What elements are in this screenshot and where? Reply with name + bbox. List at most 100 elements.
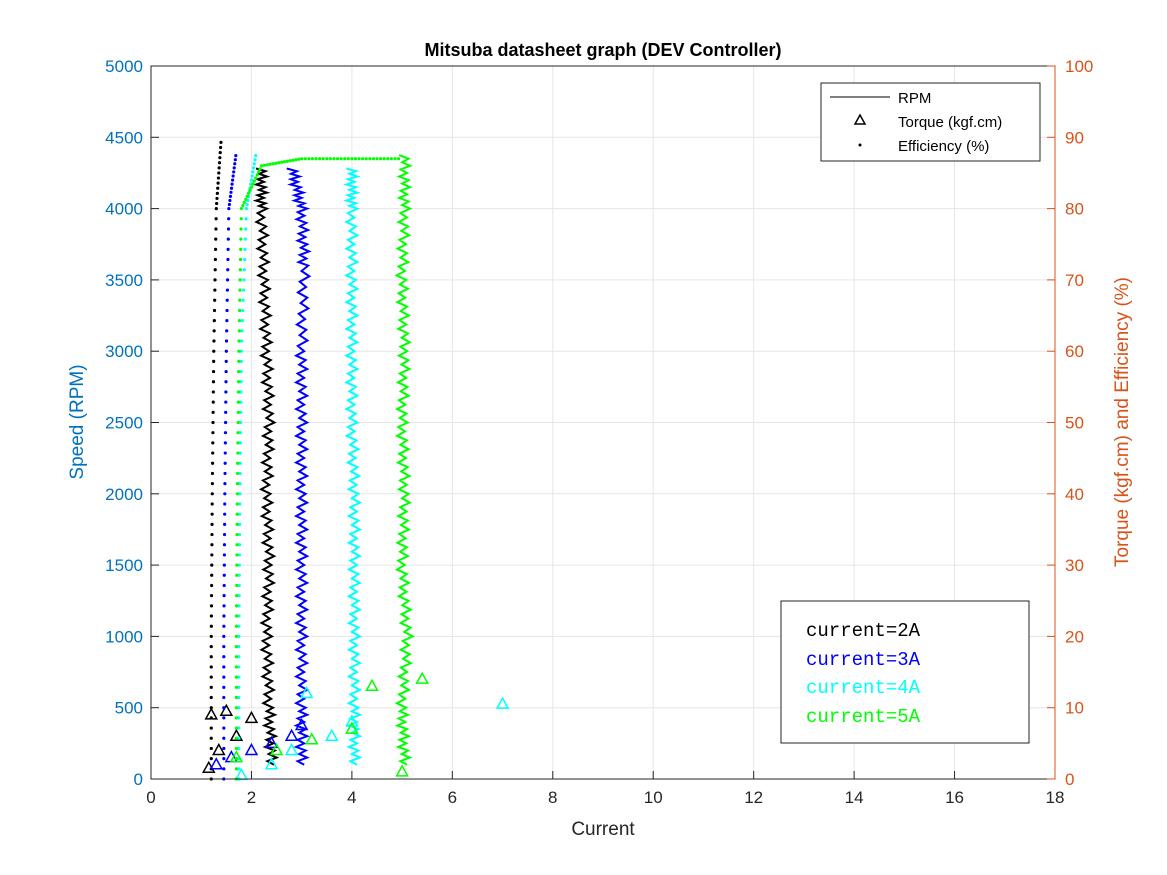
y-right-tick-label: 60 <box>1065 342 1084 361</box>
efficiency-point <box>222 767 226 771</box>
efficiency-point <box>238 451 242 455</box>
efficiency-point <box>310 157 315 161</box>
x-axis: 0 2 4 6 8 10 12 14 16 18 <box>146 771 1064 807</box>
series-layer <box>201 140 510 781</box>
efficiency-point <box>209 614 214 618</box>
torque-point <box>284 728 299 741</box>
efficiency-point <box>211 369 216 374</box>
efficiency-point <box>250 174 254 178</box>
efficiency-point <box>314 157 318 161</box>
efficiency-point <box>235 583 239 588</box>
efficiency-point <box>222 746 226 751</box>
efficiency-point <box>223 471 227 476</box>
efficiency-point <box>222 716 226 720</box>
legend-efficiency-label: Efficiency (%) <box>898 138 989 155</box>
efficiency-point <box>238 502 242 506</box>
efficiency-point <box>239 410 243 414</box>
efficiency-point <box>224 410 228 414</box>
efficiency-point <box>238 471 242 476</box>
efficiency-point <box>209 685 213 689</box>
efficiency-point <box>214 207 218 211</box>
efficiency-point <box>236 390 241 394</box>
efficiency-point <box>211 420 215 425</box>
y-right-tick-label: 50 <box>1065 414 1084 433</box>
rpm-line <box>394 154 415 766</box>
efficiency-point <box>227 202 231 207</box>
efficiency-point <box>335 157 340 161</box>
x-tick-label: 14 <box>845 788 864 807</box>
efficiency-point <box>238 268 242 272</box>
torque-point <box>495 696 510 709</box>
efficiency-point <box>239 380 243 384</box>
torque-point <box>244 742 259 756</box>
efficiency-point <box>224 380 228 384</box>
efficiency-point <box>234 675 238 679</box>
efficiency-point <box>222 573 226 577</box>
efficiency-point <box>225 329 229 333</box>
efficiency-point <box>240 319 245 323</box>
torque-point <box>219 703 234 717</box>
efficiency-point <box>332 157 336 161</box>
efficiency-point <box>259 164 264 168</box>
efficiency-point <box>242 268 246 272</box>
efficiency-point <box>237 359 241 363</box>
efficiency-point <box>237 573 241 577</box>
efficiency-point <box>239 207 243 211</box>
efficiency-point <box>237 644 241 649</box>
efficiency-point <box>210 543 214 547</box>
efficiency-point <box>222 665 226 669</box>
efficiency-point <box>244 217 248 221</box>
efficiency-point <box>241 203 245 208</box>
efficiency-point <box>225 288 230 292</box>
efficiency-point <box>213 278 217 282</box>
efficiency-point <box>214 227 218 231</box>
efficiency-point <box>211 441 215 445</box>
efficiency-point <box>241 298 245 302</box>
legend-rpm-label: RPM <box>898 90 931 107</box>
efficiency-point <box>243 257 247 262</box>
efficiency-point <box>246 191 251 195</box>
efficiency-point <box>243 237 247 241</box>
efficiency-point <box>243 247 247 251</box>
efficiency-point <box>235 471 240 476</box>
torque-point <box>304 732 319 745</box>
efficiency-point <box>222 695 226 700</box>
efficiency-point <box>235 492 239 496</box>
efficiency-point <box>222 583 226 588</box>
efficiency-point <box>364 157 368 161</box>
efficiency-point <box>222 757 226 761</box>
rpm-line <box>342 167 363 766</box>
y-right-tick-label: 0 <box>1065 770 1074 789</box>
efficiency-point <box>209 634 213 639</box>
efficiency-point <box>237 604 241 608</box>
y-right-tick-label: 80 <box>1065 200 1084 219</box>
efficiency-point <box>237 695 241 700</box>
efficiency-point <box>223 512 227 516</box>
efficiency-point <box>274 161 278 165</box>
efficiency-point <box>223 420 228 425</box>
efficiency-point <box>238 522 242 526</box>
annotation-current-2A: current=2A <box>806 620 921 642</box>
efficiency-point <box>209 624 213 628</box>
efficiency-point <box>393 157 397 161</box>
torque-point <box>229 750 244 763</box>
efficiency-point <box>236 441 240 445</box>
efficiency-point <box>234 624 239 628</box>
efficiency-point <box>251 170 255 174</box>
efficiency-point <box>321 157 325 161</box>
efficiency-point <box>212 359 216 363</box>
x-tick-label: 18 <box>1046 788 1065 807</box>
efficiency-point <box>249 185 254 189</box>
efficiency-point <box>222 736 226 740</box>
torque-point <box>209 757 224 770</box>
efficiency-point <box>237 624 241 628</box>
efficiency-point <box>346 157 350 161</box>
efficiency-point <box>386 157 390 161</box>
efficiency-point <box>242 278 246 282</box>
efficiency-point <box>222 644 226 649</box>
efficiency-point <box>254 154 258 158</box>
annotation-box: current=2A current=3A current=4A current… <box>780 600 1030 744</box>
efficiency-point <box>226 227 231 231</box>
efficiency-point <box>234 655 238 659</box>
efficiency-point <box>318 157 322 161</box>
